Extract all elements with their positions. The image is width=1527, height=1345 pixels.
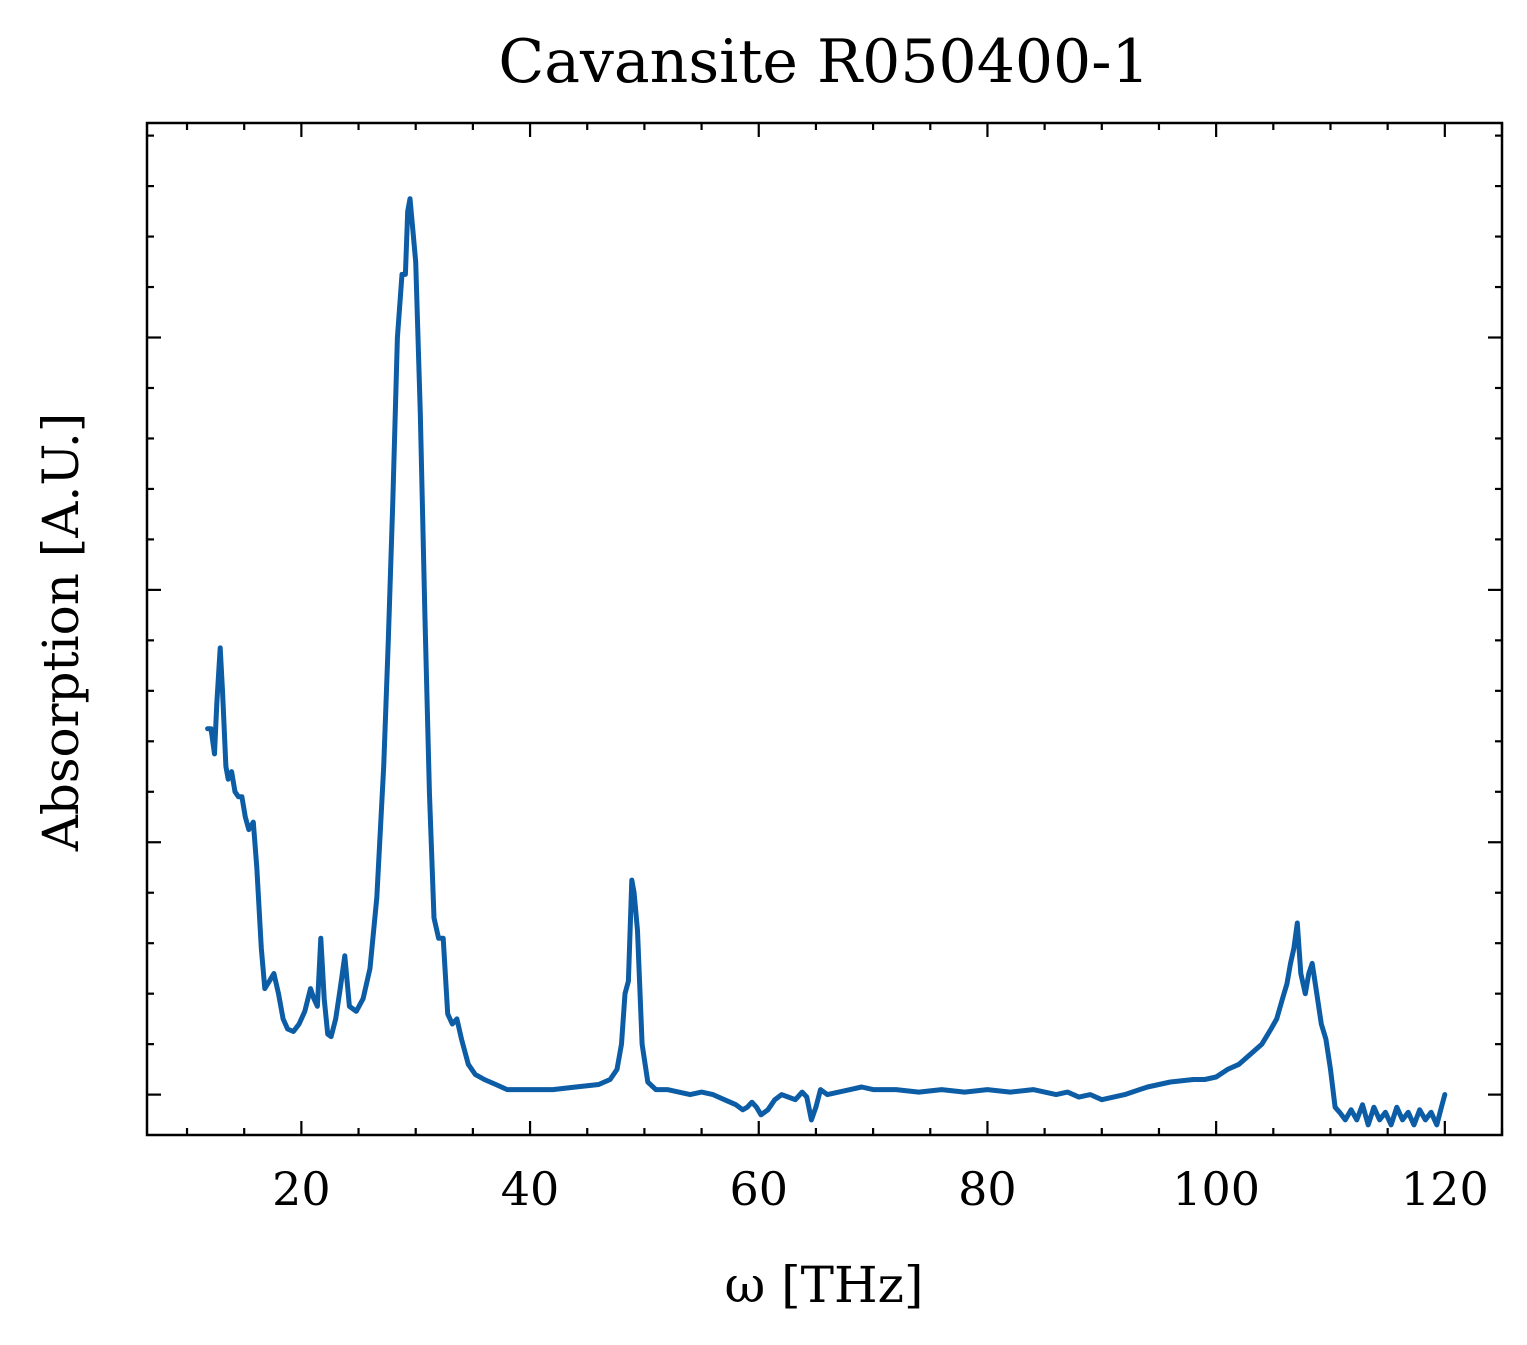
chart-title: Cavansite R050400-1	[498, 27, 1149, 97]
x-tick-labels: 20 40 60 80 100 120	[272, 1162, 1489, 1216]
x-tick-label-120: 120	[1401, 1162, 1489, 1216]
plot-frame	[145, 121, 1504, 1137]
x-axis-label: ω [THz]	[725, 1256, 924, 1314]
x-tick-label-80: 80	[958, 1162, 1017, 1216]
x-tick-label-20: 20	[272, 1162, 331, 1216]
x-tick-label-100: 100	[1172, 1162, 1260, 1216]
x-tick-label-40: 40	[501, 1162, 560, 1216]
y-axis-label: Absorption [A.U.]	[32, 413, 90, 853]
series-line-0	[205, 196, 1448, 1128]
x-tick-label-60: 60	[729, 1162, 788, 1216]
plot-area: 20 40 60 80 100 120	[145, 121, 1504, 1216]
tick-marks	[147, 123, 1504, 1135]
